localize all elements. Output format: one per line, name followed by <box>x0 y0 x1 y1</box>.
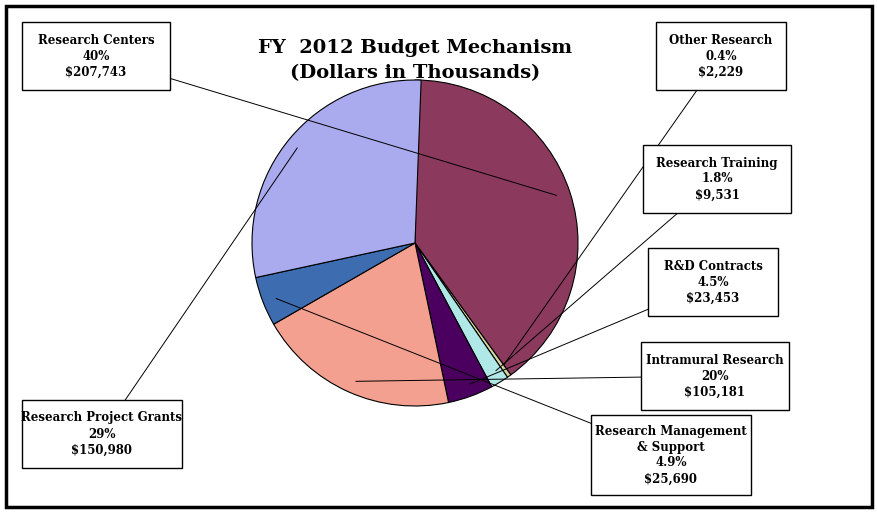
Text: Other Research
0.4%
$2,229: Other Research 0.4% $2,229 <box>668 33 772 78</box>
Text: Research Management
& Support
4.9%
$25,690: Research Management & Support 4.9% $25,6… <box>595 424 746 485</box>
Wedge shape <box>415 243 510 377</box>
Text: Research Centers
40%
$207,743: Research Centers 40% $207,743 <box>38 33 154 78</box>
Bar <box>640 342 788 410</box>
Wedge shape <box>252 80 421 278</box>
Bar <box>22 22 170 90</box>
Bar <box>590 415 750 495</box>
Text: R&D Contracts
4.5%
$23,453: R&D Contracts 4.5% $23,453 <box>663 260 761 305</box>
Bar <box>642 145 790 213</box>
Wedge shape <box>415 80 577 375</box>
Text: (Dollars in Thousands): (Dollars in Thousands) <box>289 64 539 82</box>
Wedge shape <box>274 243 448 406</box>
Wedge shape <box>255 243 415 324</box>
Text: Research Training
1.8%
$9,531: Research Training 1.8% $9,531 <box>655 156 777 202</box>
Bar <box>655 22 785 90</box>
Text: FY  2012 Budget Mechanism: FY 2012 Budget Mechanism <box>258 39 572 57</box>
Bar <box>647 248 777 316</box>
Wedge shape <box>415 243 491 403</box>
Text: Research Project Grants
29%
$150,980: Research Project Grants 29% $150,980 <box>21 411 182 457</box>
Wedge shape <box>415 243 507 387</box>
Text: Intramural Research
20%
$105,181: Intramural Research 20% $105,181 <box>645 353 783 399</box>
Bar <box>22 400 182 468</box>
